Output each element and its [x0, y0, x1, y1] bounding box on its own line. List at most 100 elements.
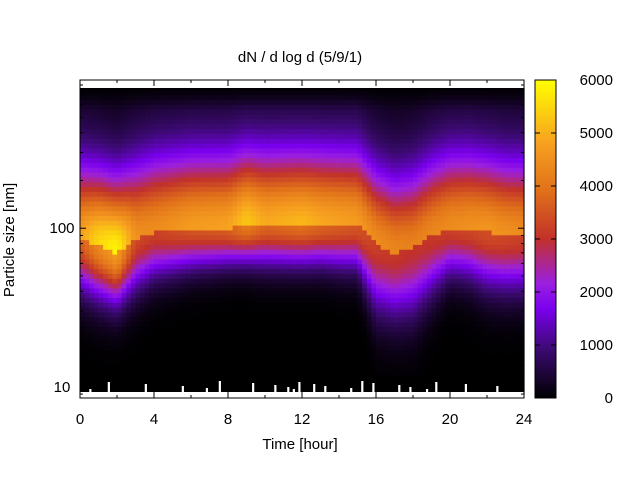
heatmap-cell-4258 [385, 225, 391, 231]
heatmap-cell-3623 [339, 200, 345, 207]
heatmap-cell-2131 [232, 297, 238, 303]
heatmap-cell-1052 [154, 254, 160, 260]
heatmap-cell-4214 [380, 128, 386, 134]
heatmap-cell-1716 [200, 138, 206, 144]
heatmap-cell-628 [121, 138, 127, 144]
heatmap-cell-96 [84, 234, 90, 241]
heatmap-cell-2906 [288, 263, 294, 270]
heatmap-cell-1270 [167, 128, 174, 134]
heatmap-cell-1893 [214, 210, 220, 216]
heatmap-cell-327 [103, 355, 109, 361]
heatmap-cell-2518 [260, 282, 266, 289]
heatmap-cell-1477 [186, 365, 192, 371]
heatmap-cell-1899 [214, 181, 220, 187]
heatmap-cell-4865 [431, 384, 437, 390]
heatmap-cell-2296 [241, 118, 248, 125]
heatmap-cell-3974 [366, 360, 372, 366]
heatmap-cell-4310 [389, 282, 396, 289]
heatmap-cell-3472 [329, 311, 335, 318]
heatmap-cell-379 [103, 104, 109, 110]
heatmap-cell-1472 [186, 389, 192, 395]
heatmap-cell-127 [84, 88, 90, 91]
heatmap-cell-2191 [237, 316, 243, 323]
heatmap-cell-1931 [218, 336, 224, 342]
heatmap-cell-3629 [339, 171, 345, 178]
heatmap-cell-1928 [218, 350, 224, 357]
heatmap-cell-3695 [343, 162, 349, 168]
heatmap-cell-1154 [163, 379, 169, 385]
heatmap-cell-4226 [385, 379, 391, 385]
heatmap-cell-2071 [228, 278, 234, 284]
heatmap-cell-118 [84, 128, 90, 134]
heatmap-cell-3900 [357, 99, 363, 105]
heatmap-cell-2092 [228, 176, 234, 183]
heatmap-cell-345 [103, 268, 109, 274]
heatmap-cell-4083 [371, 142, 377, 149]
heatmap-cell-4676 [417, 369, 423, 376]
heatmap-cell-2905 [288, 268, 294, 274]
heatmap-cell-1903 [214, 162, 220, 168]
heatmap-cell-2257 [241, 307, 248, 313]
heatmap-cell-2087 [228, 200, 234, 207]
heatmap-cell-1798 [209, 360, 215, 366]
heatmap-cell-1761 [204, 229, 211, 236]
heatmap-cell-1156 [163, 369, 169, 376]
heatmap-cell-3230 [311, 244, 317, 250]
heatmap-cell-1435 [181, 258, 187, 265]
heatmap-cell-850 [140, 302, 146, 308]
heatmap-cell-3885 [357, 171, 363, 178]
heatmap-cell-4884 [431, 292, 437, 299]
heatmap-cell-4904 [431, 196, 437, 202]
heatmap-cell-4812 [426, 331, 433, 337]
heatmap-cell-2996 [292, 138, 298, 144]
heatmap-cell-2115 [232, 374, 238, 381]
heatmap-cell-457 [112, 345, 118, 352]
heatmap-cell-1668 [200, 369, 206, 376]
heatmap-cell-87 [84, 278, 90, 284]
heatmap-cell-1704 [200, 196, 206, 202]
heatmap-cell-555 [117, 181, 123, 187]
heatmap-cell-1178 [163, 263, 169, 270]
heatmap-cell-1060 [154, 215, 160, 221]
heatmap-cell-2042 [223, 109, 229, 115]
heatmap-cell-1599 [191, 88, 197, 91]
heatmap-cell-4308 [389, 292, 396, 299]
heatmap-cell-4769 [422, 229, 428, 236]
heatmap-cell-442 [107, 109, 113, 115]
heatmap-cell-3991 [366, 278, 372, 284]
heatmap-cell-357 [103, 210, 109, 216]
heatmap-cell-1828 [209, 215, 215, 221]
heatmap-cell-4348 [389, 99, 396, 105]
heatmap-cell-3351 [320, 278, 326, 284]
heatmap-cell-300 [98, 176, 104, 183]
heatmap-cell-525 [117, 326, 123, 332]
heatmap-cell-2735 [274, 162, 280, 168]
heatmap-cell-682 [126, 186, 132, 192]
heatmap-cell-2123 [232, 336, 238, 342]
heatmap-cell-2497 [260, 384, 266, 390]
heatmap-cell-1806 [209, 321, 215, 328]
heatmap-cell-199 [93, 355, 100, 361]
heatmap-cell-4241 [385, 307, 391, 313]
heatmap-cell-2211 [237, 220, 243, 226]
heatmap-cell-2185 [237, 345, 243, 352]
heatmap-cell-4475 [399, 104, 405, 110]
heatmap-cell-3677 [343, 249, 349, 255]
heatmap-cell-1623 [195, 278, 201, 284]
heatmap-cell-52 [80, 138, 86, 144]
heatmap-cell-2062 [228, 321, 234, 328]
heatmap-cell-2391 [251, 278, 257, 284]
heatmap-cell-3545 [334, 268, 340, 274]
heatmap-cell-3682 [343, 225, 349, 231]
heatmap-cell-3102 [302, 244, 308, 250]
heatmap-cell-714 [130, 340, 137, 347]
heatmap-cell-4890 [431, 263, 437, 270]
heatmap-cell-3752 [348, 196, 354, 202]
heatmap-cell-2560 [265, 389, 271, 395]
heatmap-cell-1325 [172, 171, 178, 178]
heatmap-cell-2308 [246, 369, 252, 376]
heatmap-cell-3921 [362, 307, 368, 313]
heatmap-cell-4184 [380, 273, 386, 279]
heatmap-cell-4369 [394, 307, 400, 313]
heatmap-cell-3722 [348, 340, 354, 347]
